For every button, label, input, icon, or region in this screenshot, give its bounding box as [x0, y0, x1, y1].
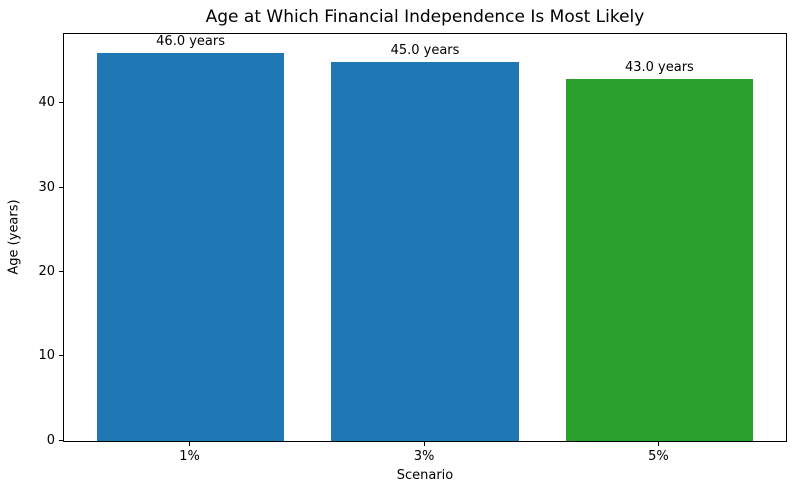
bar-value-label: 45.0 years: [390, 42, 460, 58]
bar-value-label: 46.0 years: [156, 34, 226, 50]
y-tick-label: 40: [38, 95, 55, 111]
y-tick-label: 20: [38, 263, 55, 279]
bar-1%: [96, 53, 285, 441]
x-tick-label: 3%: [413, 449, 435, 464]
x-tick-mark: [423, 442, 425, 446]
x-axis-label: Scenario: [396, 468, 454, 483]
y-tick-label: 10: [38, 348, 55, 364]
x-tick-mark: [657, 442, 659, 446]
x-tick-label: 1%: [179, 449, 200, 464]
y-tick-label: 30: [38, 179, 55, 195]
y-tick-mark: [59, 355, 63, 357]
y-tick-mark: [59, 439, 63, 441]
x-tick-label: 5%: [648, 449, 669, 464]
y-tick-label: 0: [46, 432, 55, 448]
bar-5%: [565, 78, 754, 441]
bar-3%: [331, 61, 519, 441]
bar-value-label: 43.0 years: [624, 59, 694, 75]
plot-area: 46.0 years 45.0 years 43.0 years: [63, 33, 787, 442]
x-tick-mark: [189, 442, 191, 446]
y-tick-mark: [59, 186, 63, 188]
y-axis-label: Age (years): [6, 199, 22, 275]
y-tick-mark: [59, 102, 63, 104]
chart-title: Age at Which Financial Independence Is M…: [205, 7, 645, 27]
y-tick-mark: [59, 270, 63, 272]
